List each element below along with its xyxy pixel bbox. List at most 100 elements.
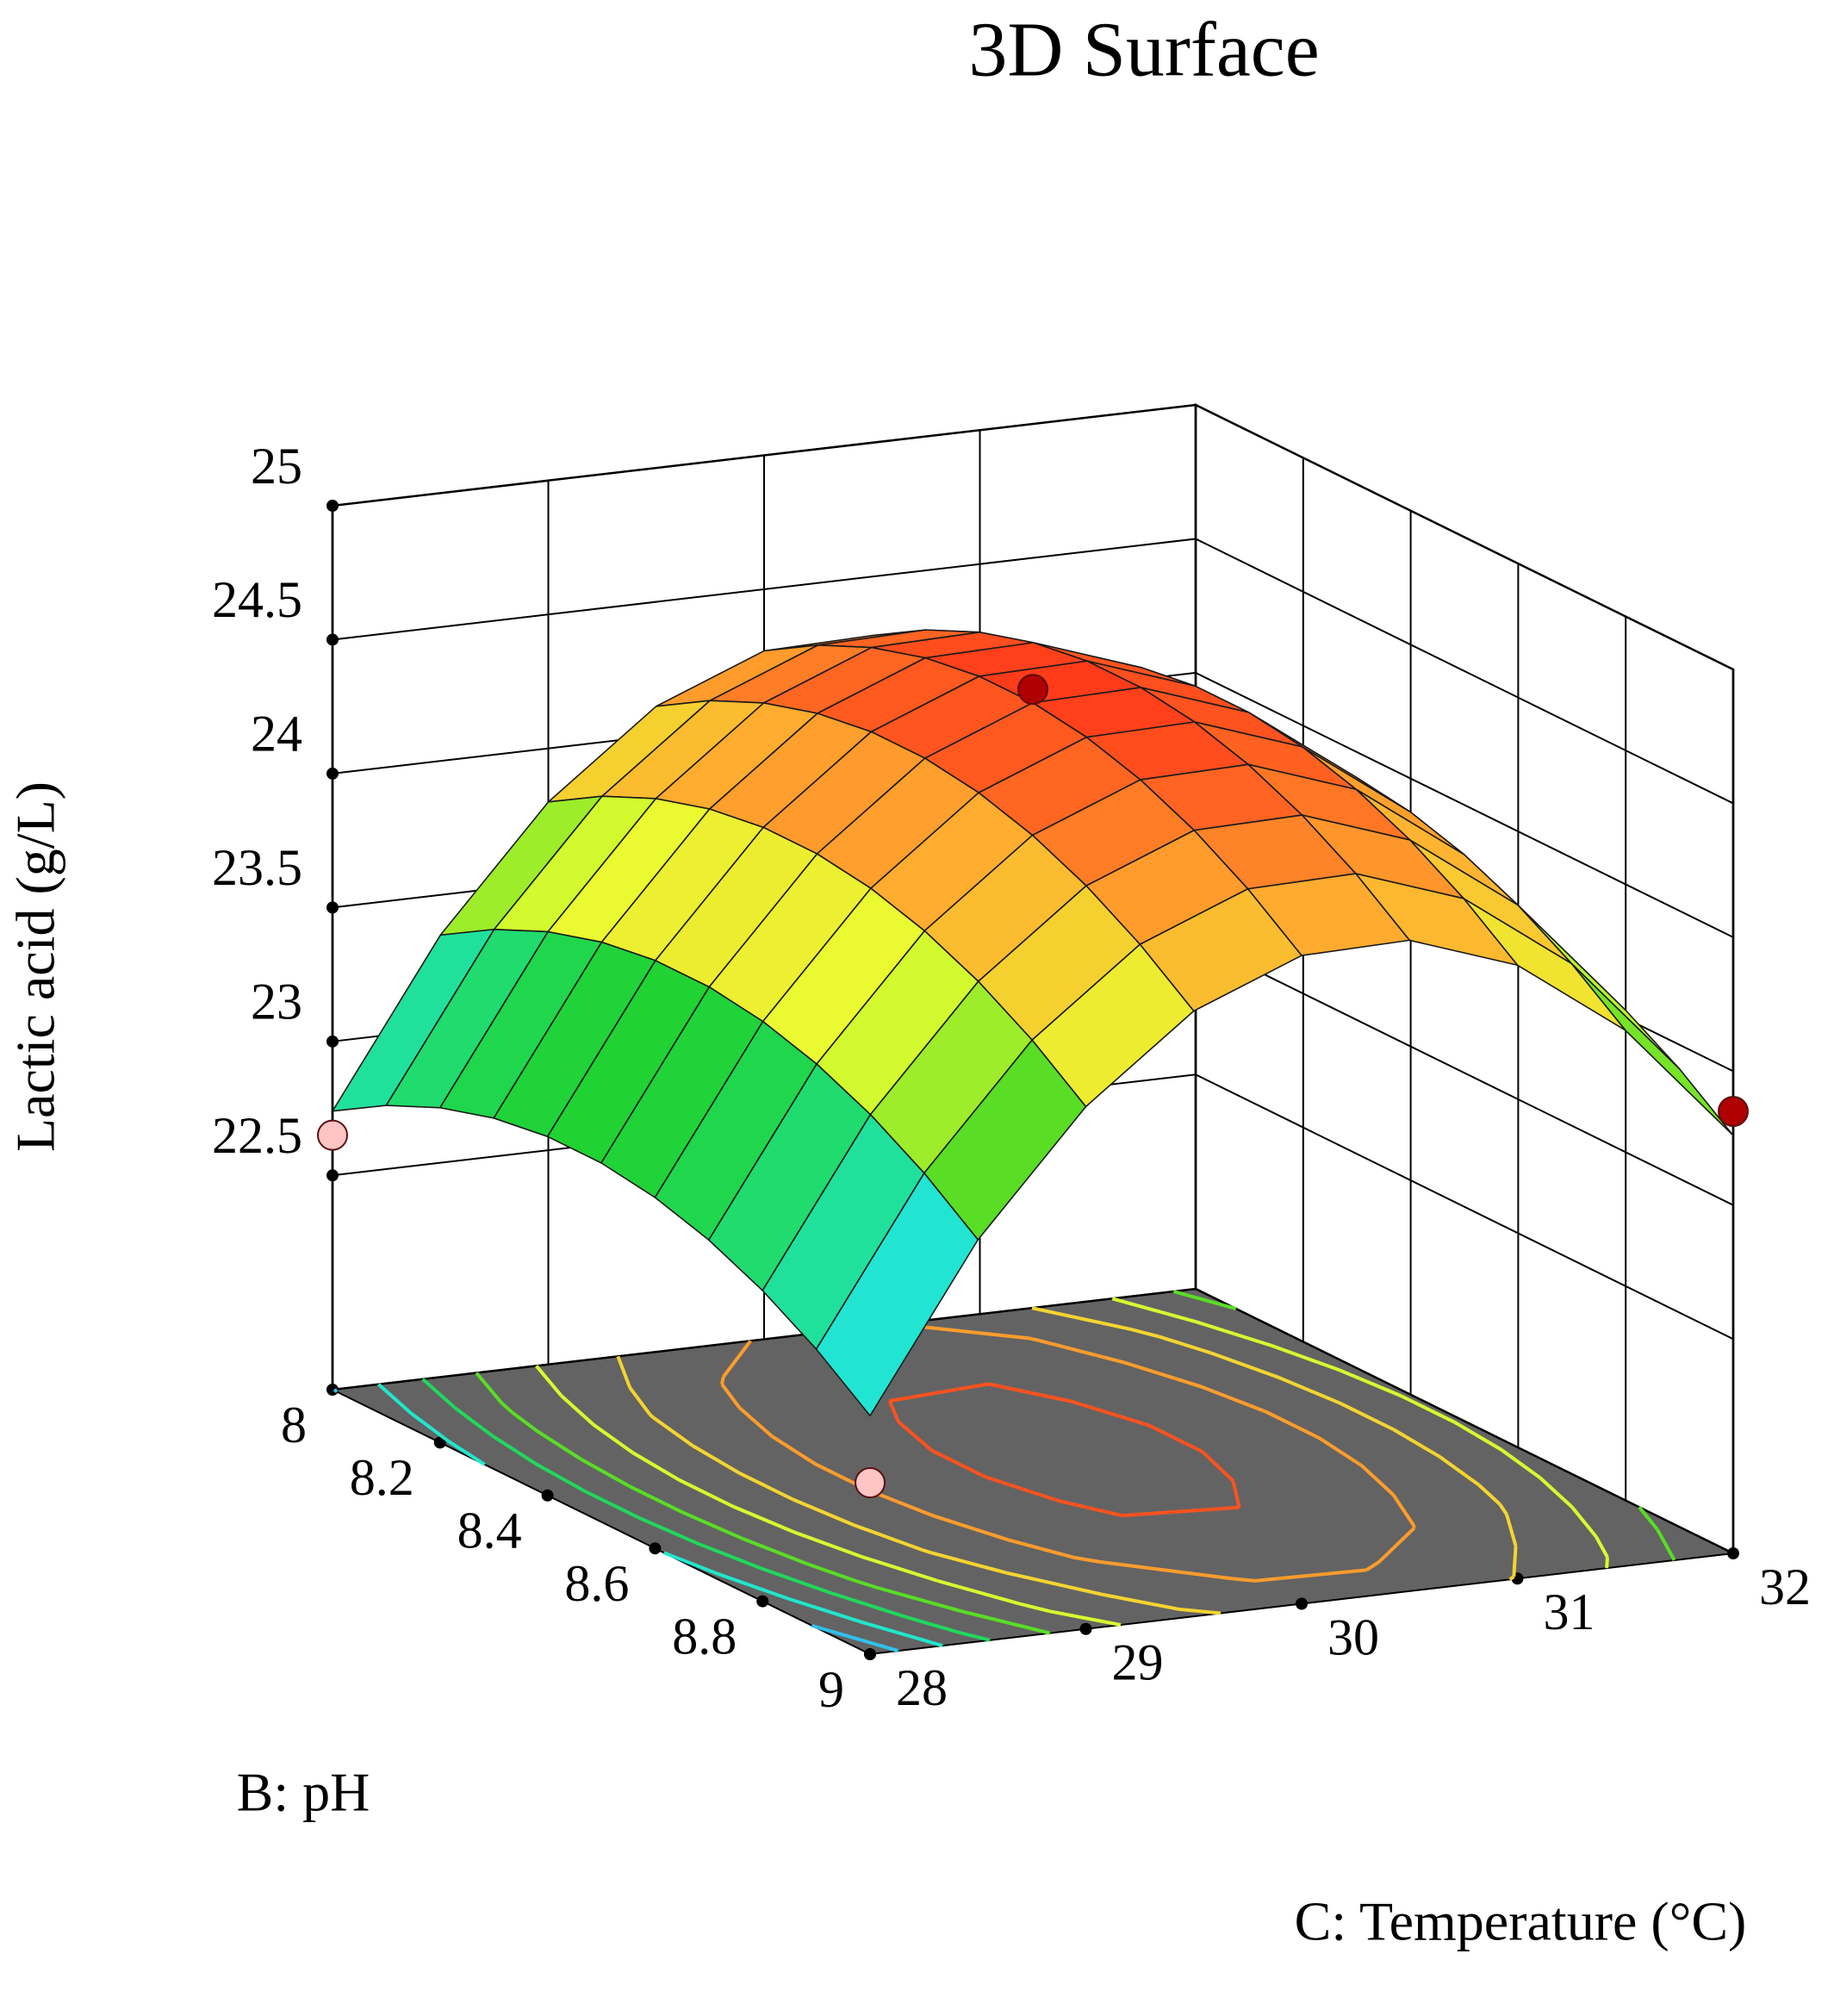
x-tick-label: 9 <box>818 1661 844 1718</box>
contour <box>1031 1306 1131 1331</box>
contour <box>853 1523 923 1552</box>
contour <box>421 1378 457 1409</box>
contour <box>678 1478 734 1509</box>
contour <box>1071 1399 1150 1428</box>
contour <box>1656 1528 1676 1561</box>
grid-line <box>332 403 1734 670</box>
contour <box>1101 1592 1180 1611</box>
contour <box>1595 1535 1609 1559</box>
contour <box>535 1462 586 1493</box>
contour <box>681 1510 743 1540</box>
tick-mark <box>433 1436 446 1449</box>
contour <box>637 1515 699 1546</box>
contour <box>1049 1609 1122 1627</box>
surface-cell <box>815 1172 979 1417</box>
surface-cell <box>1570 962 1734 1136</box>
surface-cell <box>1463 898 1626 1031</box>
contour <box>771 1434 817 1466</box>
contour <box>930 1448 987 1479</box>
contour <box>1512 1546 1518 1577</box>
contour <box>933 1514 1009 1542</box>
contour <box>1019 1602 1051 1614</box>
contour <box>1365 1560 1380 1571</box>
contour <box>1200 1384 1266 1414</box>
design-point <box>1718 1096 1749 1127</box>
contour <box>830 1591 907 1619</box>
contour <box>1123 1360 1202 1389</box>
z-tick-label: 24.5 <box>212 571 302 628</box>
contour <box>741 1536 807 1565</box>
contour <box>1271 1343 1340 1372</box>
contour <box>1265 1409 1321 1440</box>
contour <box>936 1578 1021 1606</box>
design-point <box>855 1467 886 1499</box>
contour <box>1099 1559 1235 1581</box>
contour <box>1059 1499 1123 1518</box>
tick-mark <box>649 1542 662 1555</box>
tick-mark <box>756 1595 769 1608</box>
contour <box>852 1577 879 1590</box>
contour <box>811 1623 819 1629</box>
grid-line <box>332 538 1734 805</box>
contour <box>663 1551 718 1576</box>
contour <box>1278 1375 1340 1405</box>
design-point <box>1017 674 1048 706</box>
contour <box>409 1411 451 1443</box>
contour <box>1400 1394 1456 1424</box>
x-tick-label: 8.6 <box>564 1555 629 1612</box>
contour <box>1477 1484 1501 1506</box>
contour <box>1007 1538 1075 1559</box>
contour <box>786 1596 863 1624</box>
contour <box>1159 1335 1211 1354</box>
contour <box>583 1489 640 1520</box>
contour <box>1209 1351 1279 1379</box>
contour <box>722 1340 752 1378</box>
contour <box>1201 1450 1234 1483</box>
contour <box>861 1621 943 1648</box>
contour <box>761 1566 832 1596</box>
contour <box>1029 1336 1038 1342</box>
contour <box>592 1422 634 1454</box>
contour <box>652 1416 694 1447</box>
contour <box>560 1394 595 1427</box>
contour <box>1234 1577 1256 1583</box>
contour <box>511 1410 538 1433</box>
contour <box>692 1444 741 1475</box>
contour <box>1377 1526 1416 1564</box>
y-tick-label: 31 <box>1544 1584 1595 1640</box>
tick-mark <box>1296 1597 1308 1610</box>
contour <box>616 1355 632 1389</box>
contour <box>793 1530 863 1559</box>
contour <box>1254 1568 1367 1583</box>
contour <box>1172 1290 1237 1310</box>
contour <box>988 1382 1072 1403</box>
y-tick-label: 32 <box>1759 1559 1811 1615</box>
contour <box>1318 1436 1364 1468</box>
contour <box>628 1386 651 1416</box>
contour <box>818 1626 899 1653</box>
contour <box>1360 1464 1395 1496</box>
contour <box>628 1484 684 1515</box>
contour <box>1005 1571 1103 1596</box>
contour <box>1195 1320 1272 1347</box>
contour <box>1339 1401 1395 1431</box>
contour <box>1453 1421 1502 1452</box>
contour <box>861 1555 938 1583</box>
x-tick-label: 8.8 <box>672 1608 737 1664</box>
contour <box>1122 1505 1240 1518</box>
contour <box>897 1420 934 1453</box>
z-tick-label: 24 <box>251 706 302 762</box>
contour <box>1638 1506 1659 1531</box>
contour <box>887 1400 900 1423</box>
contour <box>649 1413 655 1419</box>
contour <box>889 1382 989 1403</box>
design-point <box>317 1119 348 1151</box>
contour <box>1129 1327 1160 1339</box>
contour <box>1231 1480 1241 1509</box>
contour <box>805 1561 854 1582</box>
contour <box>868 1489 935 1518</box>
contour <box>1392 1428 1441 1459</box>
contour <box>877 1586 961 1613</box>
tick-mark <box>864 1648 876 1660</box>
